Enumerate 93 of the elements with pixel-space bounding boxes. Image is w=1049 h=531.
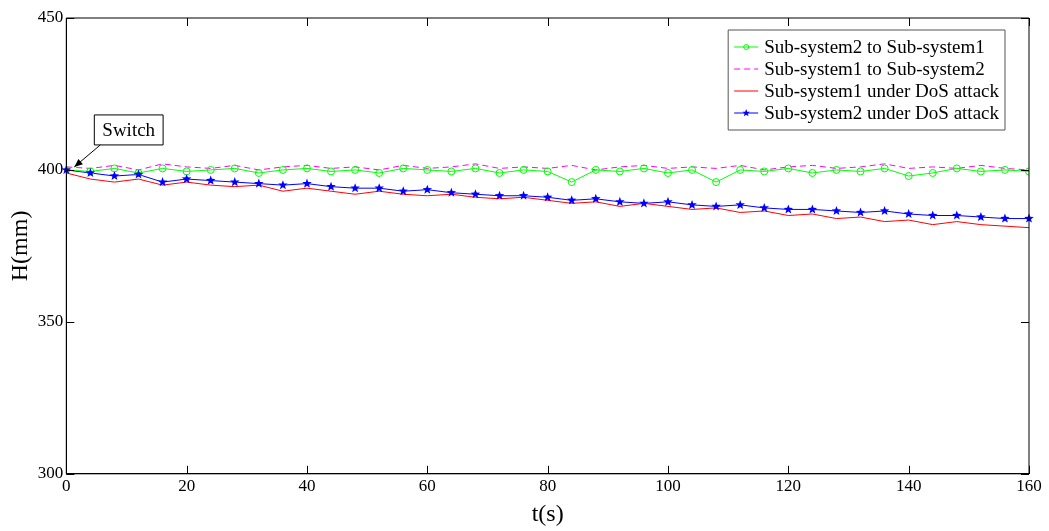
point bbox=[423, 165, 432, 174]
x-tick-label: 60 bbox=[418, 476, 436, 496]
point bbox=[856, 167, 865, 176]
legend-label: Sub-system2 under DoS attack bbox=[764, 101, 1000, 123]
point bbox=[615, 196, 625, 206]
point bbox=[639, 164, 648, 173]
point bbox=[566, 195, 577, 205]
point bbox=[422, 184, 433, 194]
point bbox=[302, 178, 312, 188]
point bbox=[855, 207, 866, 217]
legend-label: Sub-system2 to Sub-system1 bbox=[764, 35, 985, 57]
point bbox=[736, 165, 745, 174]
point bbox=[952, 210, 962, 220]
point bbox=[879, 205, 890, 215]
point bbox=[351, 165, 360, 174]
point bbox=[784, 164, 793, 173]
point bbox=[591, 193, 601, 203]
point bbox=[807, 204, 818, 214]
point bbox=[157, 177, 168, 187]
point bbox=[158, 164, 167, 173]
x-tick-label: 160 bbox=[1016, 476, 1042, 496]
point bbox=[446, 187, 457, 197]
point bbox=[109, 171, 120, 181]
point bbox=[350, 183, 360, 193]
point bbox=[615, 167, 624, 176]
point bbox=[302, 164, 311, 173]
point bbox=[494, 190, 505, 200]
point bbox=[976, 167, 985, 176]
x-tick-label: 120 bbox=[775, 476, 802, 496]
point bbox=[639, 198, 649, 208]
point bbox=[567, 178, 576, 187]
point bbox=[230, 164, 239, 173]
point bbox=[542, 192, 553, 202]
annotation: Switch bbox=[102, 118, 156, 140]
point bbox=[278, 165, 287, 174]
point bbox=[230, 177, 240, 187]
point bbox=[471, 164, 480, 173]
point bbox=[783, 204, 794, 214]
point bbox=[326, 181, 336, 191]
x-tick-label: 0 bbox=[62, 476, 71, 496]
point bbox=[1000, 213, 1010, 223]
point bbox=[712, 178, 721, 187]
x-tick-label: 80 bbox=[539, 476, 557, 496]
point bbox=[518, 190, 529, 200]
point bbox=[832, 165, 841, 174]
point bbox=[688, 165, 697, 174]
point bbox=[687, 199, 697, 209]
point bbox=[591, 165, 600, 174]
point bbox=[470, 189, 481, 199]
point bbox=[759, 202, 770, 212]
point bbox=[663, 196, 673, 206]
point bbox=[1000, 165, 1009, 174]
y-tick-label: 300 bbox=[37, 463, 64, 483]
y-tick-label: 350 bbox=[37, 311, 64, 331]
point bbox=[952, 164, 961, 173]
point bbox=[928, 168, 937, 177]
y-tick-label: 450 bbox=[37, 7, 64, 27]
y-tick-label: 400 bbox=[37, 159, 64, 179]
point bbox=[927, 210, 938, 220]
point bbox=[663, 168, 672, 177]
point bbox=[374, 183, 384, 193]
point bbox=[760, 167, 769, 176]
x-tick-label: 20 bbox=[178, 476, 196, 496]
point bbox=[808, 168, 817, 177]
point bbox=[110, 164, 119, 173]
point bbox=[399, 164, 408, 173]
point bbox=[327, 167, 336, 176]
x-tick-label: 100 bbox=[655, 476, 681, 496]
point bbox=[735, 199, 745, 209]
legend-label: Sub-system1 to Sub-system2 bbox=[764, 57, 985, 79]
point bbox=[976, 212, 986, 222]
point bbox=[182, 167, 191, 176]
x-axis-title: t(s) bbox=[531, 499, 564, 526]
point bbox=[447, 167, 456, 176]
point bbox=[375, 168, 384, 177]
point bbox=[278, 180, 288, 190]
y-axis-title: H(mm) bbox=[5, 210, 32, 282]
point bbox=[831, 205, 842, 215]
point bbox=[206, 165, 215, 174]
point bbox=[519, 165, 528, 174]
point bbox=[495, 168, 504, 177]
x-tick-label: 40 bbox=[298, 476, 316, 496]
point bbox=[205, 175, 216, 185]
point bbox=[181, 174, 192, 184]
legend-label: Sub-system1 under DoS attack bbox=[764, 79, 1000, 101]
point bbox=[254, 178, 264, 188]
point bbox=[543, 167, 552, 176]
x-tick-label: 140 bbox=[895, 476, 922, 496]
point bbox=[903, 208, 914, 219]
point bbox=[254, 168, 263, 177]
point bbox=[711, 201, 721, 211]
point bbox=[880, 164, 889, 173]
point bbox=[904, 172, 913, 181]
